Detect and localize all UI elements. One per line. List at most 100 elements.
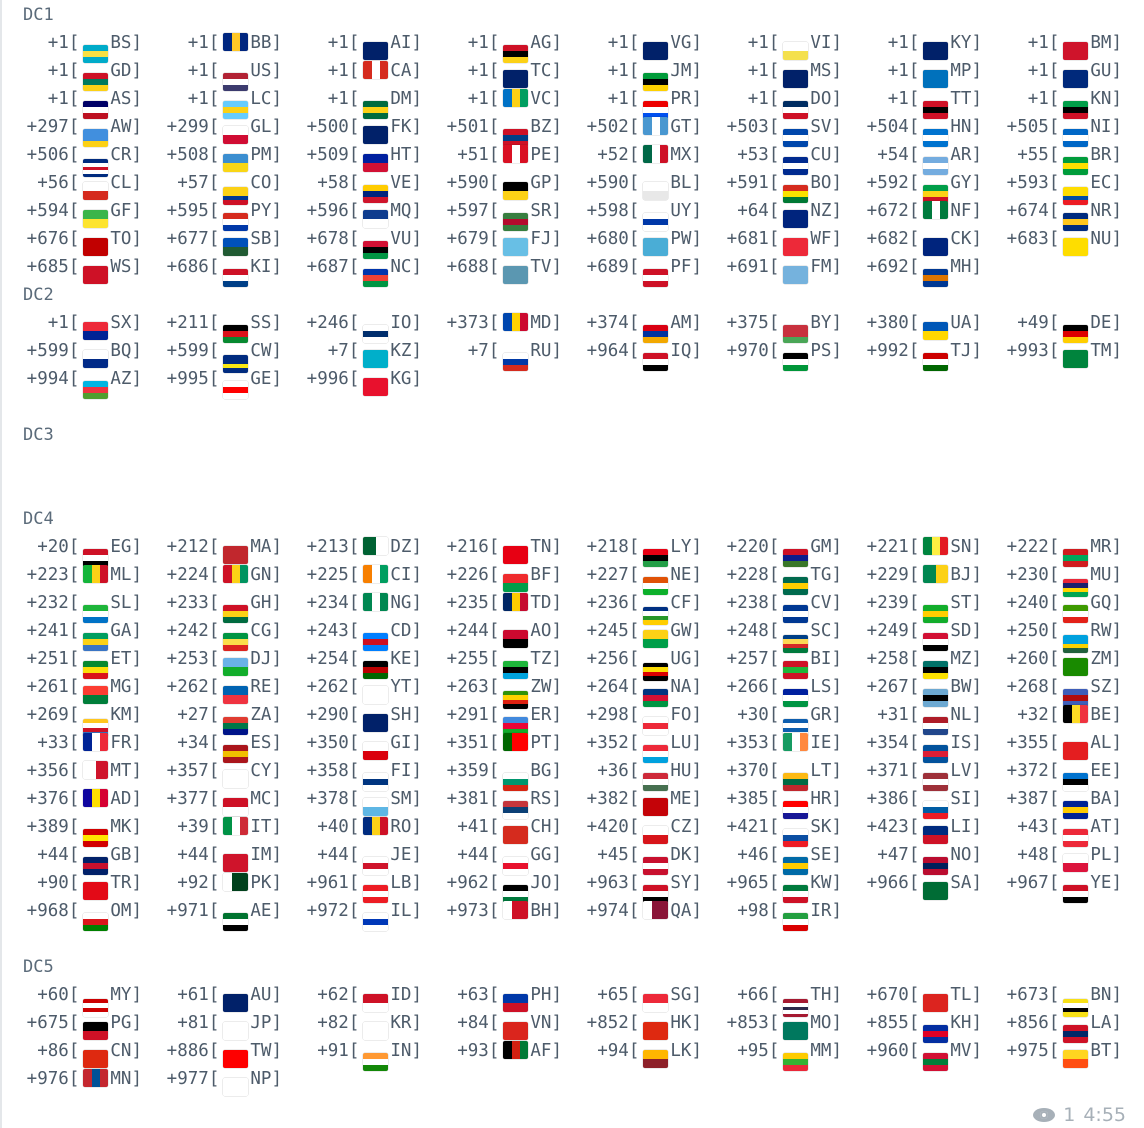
dial-code: +36 — [597, 761, 629, 781]
country-code: SR — [530, 201, 552, 221]
dial-code: +994 — [26, 369, 69, 389]
country-entry: +350[GI] — [282, 729, 422, 760]
dial-code: +996 — [306, 369, 349, 389]
dial-code: +81 — [177, 1013, 209, 1033]
dial-code: +1 — [747, 61, 769, 81]
country-entry: +246[IO] — [282, 309, 422, 343]
dial-code: +679 — [446, 229, 489, 249]
dial-code: +672 — [866, 201, 909, 221]
country-code: BS — [110, 33, 132, 53]
flag-hk-icon — [643, 1022, 669, 1040]
country-entry: +249[SD] — [842, 617, 982, 651]
flag-ie-icon — [783, 733, 809, 751]
dial-code: +505 — [1006, 117, 1049, 137]
country-entry: +971[AE] — [142, 897, 282, 931]
dial-code: +7 — [467, 341, 489, 361]
flag-mk-icon — [83, 829, 109, 847]
country-code: HT — [390, 145, 412, 165]
country-entry: +354[IS] — [842, 729, 982, 763]
country-code: KG — [390, 369, 412, 389]
flag-ch-icon — [503, 826, 529, 844]
flag-qa-icon — [643, 901, 669, 919]
country-entry: +853[MO] — [702, 1009, 842, 1040]
dial-code: +229 — [866, 565, 909, 585]
country-code: RO — [390, 817, 412, 837]
dial-code: +55 — [1017, 145, 1049, 165]
dial-code: +299 — [166, 117, 209, 137]
dial-code: +692 — [866, 257, 909, 277]
flag-md-icon — [503, 313, 529, 331]
flag-cf-icon — [643, 606, 669, 625]
country-entry: +353[IE] — [726, 733, 842, 753]
flag-as-icon — [83, 101, 109, 119]
country-code: TD — [530, 593, 552, 613]
code-row: +33[FR] +34[ES] +350[GI] +351[PT] +352[LU] +3… — [23, 729, 1133, 763]
flag-lt-icon — [783, 773, 809, 791]
dial-code: +964 — [586, 341, 629, 361]
country-code: DJ — [250, 649, 272, 669]
country-entry: +855[KH] — [842, 1009, 982, 1043]
dial-code: +290 — [306, 705, 349, 725]
country-entry: +1[BB] — [187, 33, 282, 53]
country-code: BR — [1090, 145, 1112, 165]
dial-code: +686 — [166, 257, 209, 277]
country-code: WS — [110, 257, 132, 277]
country-entry: +238[CV] — [702, 589, 842, 623]
country-code: SZ — [1090, 677, 1112, 697]
flag-uy-icon — [643, 213, 669, 231]
flag-mx-icon — [643, 145, 669, 163]
flag-sx-icon — [83, 322, 109, 340]
dial-code: +1 — [607, 89, 629, 109]
dial-code: +46 — [737, 845, 769, 865]
flag-mc-icon — [223, 798, 249, 816]
country-entry: +56[CL] — [23, 169, 142, 200]
country-entry: +290[SH] — [282, 701, 422, 732]
country-entry: +212[MA] — [142, 533, 282, 564]
country-entry: +86[CN] — [23, 1037, 142, 1068]
dial-code: +32 — [1017, 705, 1049, 725]
dial-code: +256 — [586, 649, 629, 669]
flag-fo-icon — [643, 717, 669, 735]
country-code: TV — [530, 257, 552, 277]
dial-code: +1 — [187, 33, 209, 53]
flag-er-icon — [503, 717, 529, 735]
dial-code: +973 — [446, 901, 489, 921]
flag-bb-icon — [223, 33, 249, 51]
dial-code: +354 — [866, 733, 909, 753]
country-code: ID — [390, 985, 412, 1005]
country-code: MC — [250, 789, 272, 809]
code-row: +297[AW] +299[GL] +500[FK] +501[BZ] +502[GT]… — [23, 113, 1133, 147]
code-row: +60[MY] +61[AU] +62[ID] +63[PH] +65[SG] +66[T… — [23, 981, 1133, 1018]
dial-code: +421 — [726, 817, 769, 837]
country-code: ML — [110, 565, 132, 585]
country-entry: +382[ME] — [562, 785, 702, 816]
flag-mq-icon — [363, 210, 389, 228]
country-entry: +972[IL] — [282, 897, 422, 931]
dial-code: +232 — [26, 593, 69, 613]
country-entry: +227[NE] — [562, 561, 702, 595]
flag-ae-icon — [223, 913, 249, 931]
flag-td-icon — [503, 593, 529, 611]
dial-code: +597 — [446, 201, 489, 221]
country-entry: +963[SY] — [562, 869, 702, 903]
flag-ms-icon — [783, 70, 809, 88]
section-dc4: DC4 +20[EG] +212[MA] +213[DZ] +216[TN] +218[L… — [23, 505, 1133, 931]
country-entry: +967[YE] — [982, 869, 1122, 903]
country-code: TO — [110, 229, 132, 249]
country-entry: +250[RW] — [982, 617, 1122, 653]
country-code: HN — [950, 117, 972, 137]
country-entry: +686[KI] — [142, 253, 282, 287]
country-code: SC — [810, 621, 832, 641]
flag-it-icon — [223, 817, 249, 835]
dial-code: +86 — [37, 1041, 69, 1061]
country-entry: +233[GH] — [142, 589, 282, 623]
dial-code: +1 — [327, 61, 349, 81]
flag-ag-icon — [503, 45, 529, 63]
dial-code: +82 — [317, 1013, 349, 1033]
dial-code: +1 — [327, 33, 349, 53]
country-code: FI — [390, 761, 412, 781]
flag-ng-icon — [363, 593, 389, 611]
country-code: AZ — [110, 369, 132, 389]
flag-gn-icon — [223, 565, 249, 583]
